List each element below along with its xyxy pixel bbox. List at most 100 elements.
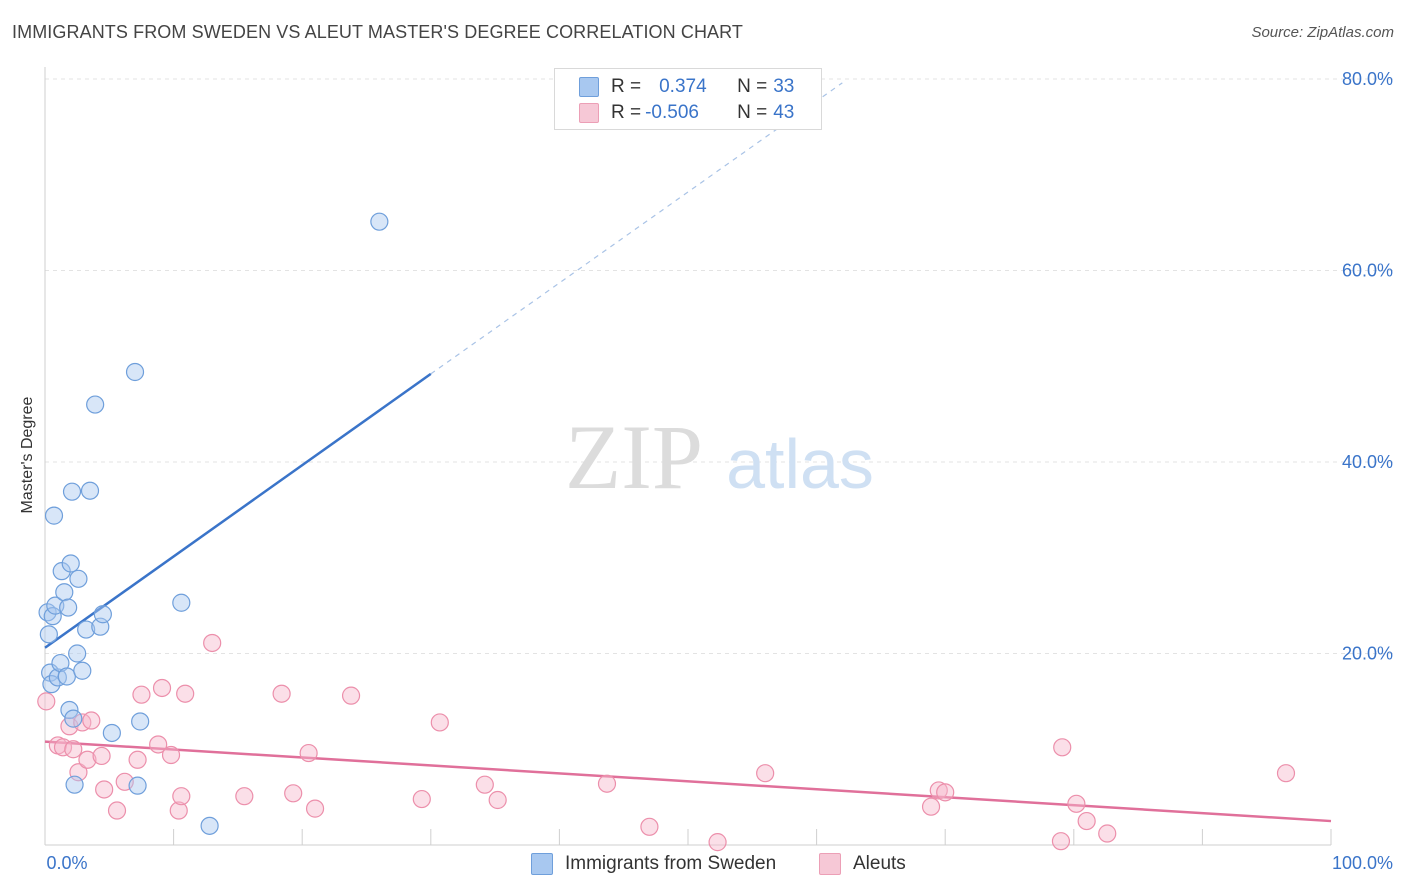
aleuts-point — [152, 678, 172, 698]
chart-title: IMMIGRANTS FROM SWEDEN VS ALEUT MASTER'S… — [12, 22, 744, 42]
bottom-legend-swatch-sweden — [531, 853, 553, 875]
aleuts-point — [78, 750, 97, 769]
sweden-point — [61, 554, 80, 573]
aleuts-point — [82, 711, 101, 730]
sweden-point — [73, 661, 92, 680]
legend-r-value: 0.374 — [659, 76, 707, 97]
sweden-point — [80, 481, 100, 500]
sweden-point — [39, 625, 58, 644]
grid-lines — [45, 78, 1393, 654]
sweden-point — [65, 775, 84, 794]
aleuts-point — [936, 783, 955, 802]
aleuts-point — [149, 735, 168, 754]
bottom-legend-aleuts: Aleuts — [819, 851, 906, 877]
sweden-point — [59, 598, 78, 617]
aleuts-point — [305, 799, 325, 818]
legend-n-value: 33 — [773, 76, 795, 97]
sweden-point — [64, 709, 83, 728]
aleuts-point — [128, 750, 147, 769]
x-tick-label-min: 0.0% — [46, 853, 87, 873]
tick-labels: 20.0% 40.0% 60.0% 80.0% 0.0% 100.0% — [46, 69, 1393, 873]
y-axis-title: Master's Degree — [19, 396, 36, 514]
aleuts-point — [430, 713, 449, 732]
aleuts-point — [37, 692, 56, 711]
sweden-point — [77, 620, 96, 639]
aleuts-point — [92, 746, 111, 766]
aleuts-point — [708, 833, 727, 852]
aleuts-point — [488, 790, 507, 810]
sweden-point — [125, 362, 145, 382]
sweden-point — [57, 667, 76, 686]
legend-swatch-aleuts — [579, 103, 599, 123]
sweden-trend-line — [44, 372, 432, 649]
aleuts-point — [132, 685, 151, 704]
aleuts-point — [107, 801, 127, 820]
watermark-atlas: atlas — [726, 425, 874, 503]
sweden-point — [128, 776, 147, 795]
bottom-legend-label-sweden: Immigrants from Sweden — [565, 853, 777, 874]
aleuts-point — [73, 713, 92, 732]
aleuts-points — [37, 633, 1296, 852]
watermark-zip: ZIP — [565, 406, 703, 508]
sweden-point — [172, 593, 191, 612]
sweden-points — [38, 212, 389, 835]
aleuts-trend-line — [44, 740, 1332, 823]
trend-lines — [44, 82, 1332, 823]
aleuts-point — [161, 745, 181, 765]
aleuts-point — [169, 801, 188, 820]
aleuts-point — [921, 797, 941, 816]
aleuts-point — [64, 740, 83, 759]
aleuts-point — [1051, 832, 1071, 851]
aleuts-point — [640, 817, 659, 836]
aleuts-point — [235, 787, 254, 806]
legend-row-sweden: R = 0.374 N = 33 — [579, 75, 794, 99]
aleuts-point — [272, 684, 291, 703]
legend-swatch-sweden — [579, 77, 599, 97]
x-tick-label-max: 100.0% — [1332, 853, 1393, 873]
sweden-point — [44, 506, 64, 525]
source-credit: Source: ZipAtlas.com — [1251, 24, 1394, 41]
bottom-legend-label-aleuts: Aleuts — [853, 853, 906, 874]
legend-n-value: 43 — [773, 102, 795, 123]
aleuts-point — [929, 781, 948, 800]
legend-row-aleuts: R = -0.506 N = 43 — [579, 101, 794, 125]
watermark: ZIP atlas — [565, 406, 874, 508]
legend-n-label: N = — [737, 76, 768, 97]
y-tick-label: 20.0% — [1342, 644, 1393, 664]
correlation-legend: R = 0.374 N = 33 R = -0.506 N = 43 — [554, 68, 822, 130]
sweden-point — [60, 700, 79, 720]
aleuts-point — [756, 764, 775, 783]
aleuts-point — [1067, 794, 1086, 813]
y-tick-label: 60.0% — [1342, 261, 1393, 281]
sweden-point — [102, 723, 121, 743]
aleuts-point — [284, 784, 303, 803]
sweden-point — [55, 583, 74, 602]
aleuts-point — [1276, 764, 1296, 783]
aleuts-point — [203, 633, 222, 653]
aleuts-point — [172, 787, 191, 806]
sweden-point — [42, 675, 61, 694]
sweden-point — [62, 482, 82, 501]
aleuts-point — [341, 686, 361, 705]
sweden-trend-extension — [430, 82, 843, 375]
aleuts-point — [176, 684, 195, 703]
sweden-point — [370, 212, 389, 231]
aleuts-point — [1053, 738, 1072, 757]
axes — [44, 67, 1332, 846]
sweden-point — [43, 607, 62, 626]
aleuts-point — [597, 774, 617, 793]
y-tick-label: 80.0% — [1342, 69, 1393, 89]
sweden-point — [68, 644, 87, 663]
aleuts-point — [1098, 824, 1117, 843]
sweden-point — [200, 816, 219, 835]
sweden-point — [69, 569, 88, 588]
aleuts-point — [299, 743, 318, 763]
legend-n-label: N = — [737, 102, 768, 123]
bottom-legend-swatch-aleuts — [819, 853, 841, 875]
y-tick-label: 40.0% — [1342, 452, 1393, 472]
aleuts-point — [475, 775, 494, 794]
sweden-point — [93, 605, 112, 624]
legend-r-value: -0.506 — [645, 102, 699, 123]
aleuts-point — [95, 780, 114, 799]
